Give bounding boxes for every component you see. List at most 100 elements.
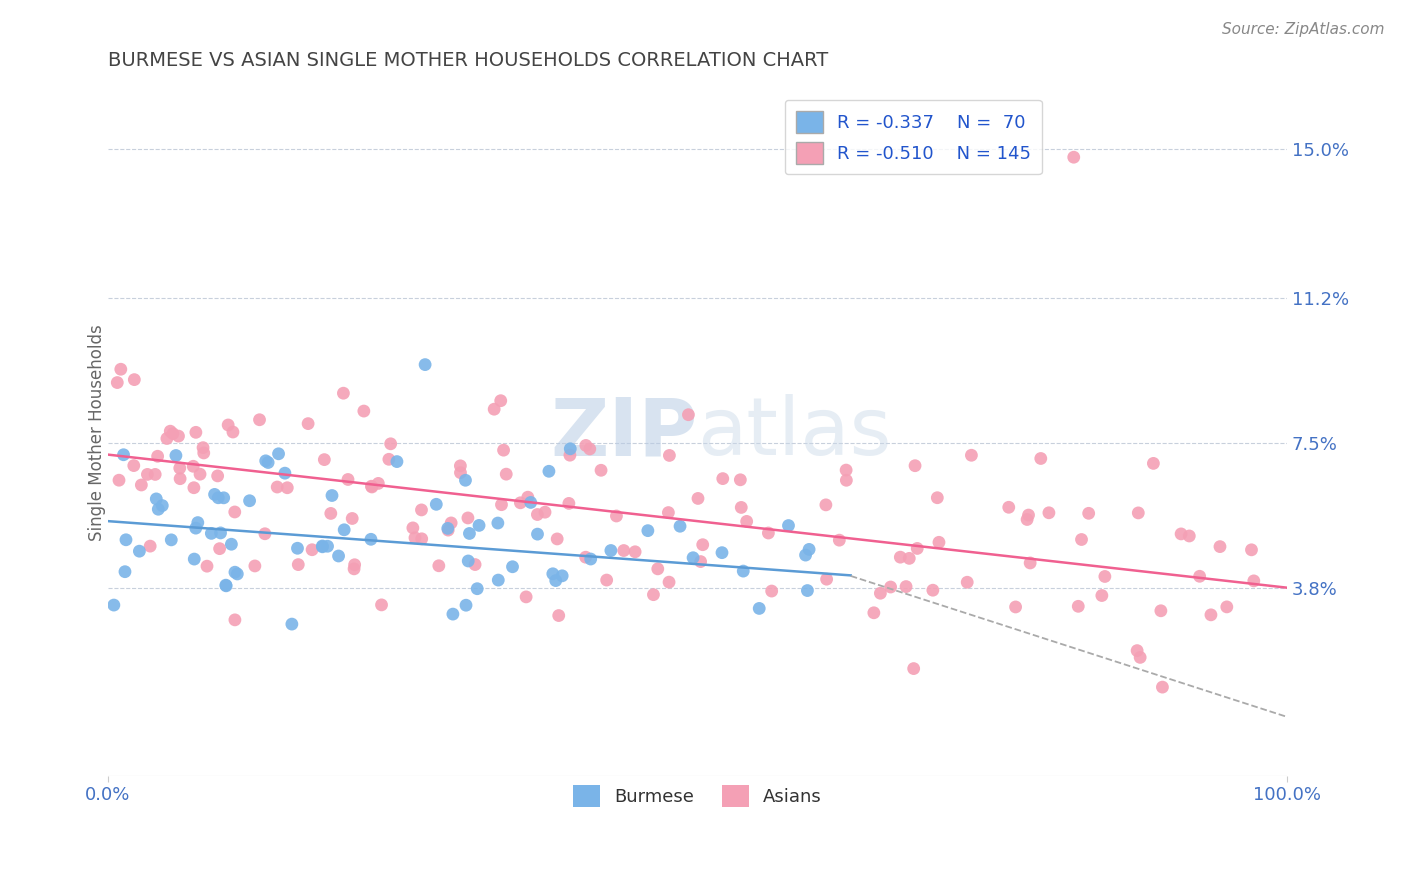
Point	[266, 480, 288, 494]
Point	[328, 549, 350, 563]
Point	[682, 550, 704, 565]
Point	[343, 558, 366, 572]
Point	[546, 532, 568, 546]
Point	[1178, 529, 1201, 543]
Point	[183, 552, 205, 566]
Point	[578, 442, 600, 456]
Point	[509, 496, 531, 510]
Point	[921, 583, 943, 598]
Point	[658, 449, 681, 463]
Point	[207, 469, 229, 483]
Point	[378, 452, 401, 467]
Point	[108, 473, 131, 487]
Point	[276, 481, 298, 495]
Point	[547, 608, 569, 623]
Point	[1240, 542, 1263, 557]
Point	[599, 543, 621, 558]
Point	[558, 496, 581, 510]
Point	[1077, 506, 1099, 520]
Point	[436, 521, 458, 535]
Point	[413, 358, 436, 372]
Point	[643, 588, 665, 602]
Point	[458, 526, 481, 541]
Point	[226, 566, 249, 581]
Point	[928, 535, 950, 549]
Point	[894, 580, 917, 594]
Point	[1004, 599, 1026, 614]
Point	[139, 539, 162, 553]
Point	[482, 402, 505, 417]
Point	[516, 490, 538, 504]
Point	[287, 558, 309, 572]
Point	[224, 613, 246, 627]
Point	[200, 526, 222, 541]
Point	[657, 506, 679, 520]
Point	[184, 521, 207, 535]
Point	[711, 546, 734, 560]
Point	[624, 545, 647, 559]
Point	[454, 473, 477, 487]
Point	[1129, 650, 1152, 665]
Point	[114, 565, 136, 579]
Point	[222, 425, 245, 439]
Point	[115, 533, 138, 547]
Point	[534, 505, 557, 519]
Point	[815, 572, 838, 586]
Point	[146, 449, 169, 463]
Point	[427, 558, 450, 573]
Point	[579, 552, 602, 566]
Point	[1209, 540, 1232, 554]
Point	[1094, 569, 1116, 583]
Point	[537, 464, 560, 478]
Point	[450, 466, 472, 480]
Point	[1063, 150, 1085, 164]
Point	[492, 443, 515, 458]
Point	[1070, 533, 1092, 547]
Point	[905, 541, 928, 556]
Point	[903, 662, 925, 676]
Point	[301, 542, 323, 557]
Point	[835, 463, 858, 477]
Point	[678, 408, 700, 422]
Point	[904, 458, 927, 473]
Point	[221, 537, 243, 551]
Point	[361, 480, 384, 494]
Point	[927, 491, 949, 505]
Point	[898, 551, 921, 566]
Point	[960, 448, 983, 462]
Point	[735, 515, 758, 529]
Point	[193, 446, 215, 460]
Point	[761, 584, 783, 599]
Point	[502, 559, 524, 574]
Point	[1188, 569, 1211, 583]
Point	[454, 598, 477, 612]
Point	[440, 516, 463, 530]
Point	[239, 493, 262, 508]
Point	[441, 607, 464, 621]
Point	[402, 521, 425, 535]
Point	[613, 543, 636, 558]
Point	[879, 580, 901, 594]
Point	[195, 559, 218, 574]
Point	[343, 562, 366, 576]
Point	[287, 541, 309, 556]
Legend: Burmese, Asians: Burmese, Asians	[565, 778, 830, 814]
Point	[637, 524, 659, 538]
Point	[794, 548, 817, 562]
Text: BURMESE VS ASIAN SINGLE MOTHER HOUSEHOLDS CORRELATION CHART: BURMESE VS ASIAN SINGLE MOTHER HOUSEHOLD…	[108, 51, 828, 70]
Point	[491, 498, 513, 512]
Point	[360, 479, 382, 493]
Point	[796, 583, 818, 598]
Point	[131, 478, 153, 492]
Point	[541, 566, 564, 581]
Point	[889, 550, 911, 565]
Point	[183, 481, 205, 495]
Point	[316, 539, 339, 553]
Point	[124, 373, 146, 387]
Point	[314, 452, 336, 467]
Point	[191, 441, 214, 455]
Point	[217, 417, 239, 432]
Point	[551, 569, 574, 583]
Point	[167, 429, 190, 443]
Point	[332, 386, 354, 401]
